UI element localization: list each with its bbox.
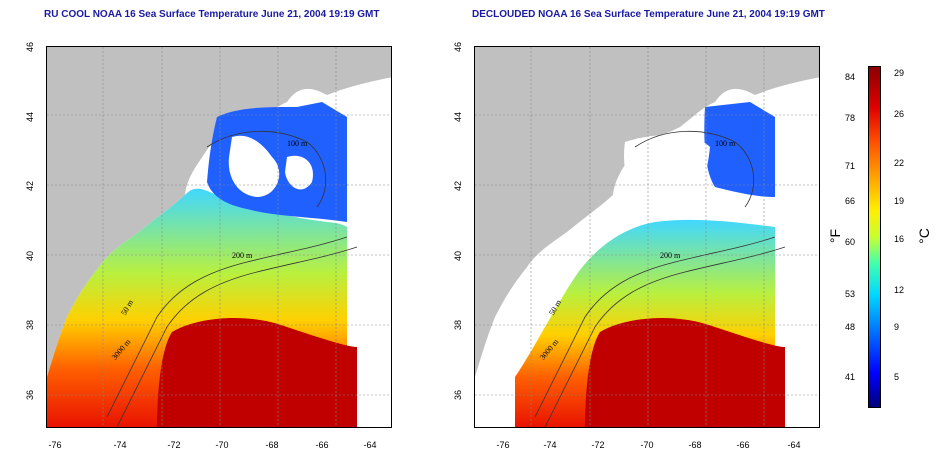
x-tick: -74 — [113, 440, 127, 450]
fahrenheit-tick: 41 — [845, 372, 856, 382]
y-tick: 42 — [453, 181, 463, 192]
fahrenheit-tick: 60 — [845, 237, 856, 247]
celsius-tick: 9 — [894, 322, 900, 332]
sst-cold-region — [704, 102, 775, 197]
x-tick: -70 — [215, 440, 229, 450]
celsius-tick: 16 — [894, 234, 905, 244]
celsius-tick: 22 — [894, 158, 905, 168]
x-tick: -64 — [787, 440, 801, 450]
x-tick: -68 — [265, 440, 279, 450]
celsius-tick: 26 — [894, 109, 905, 119]
x-tick: -66 — [736, 440, 750, 450]
y-tick: 40 — [453, 251, 463, 262]
y-tick: 46 — [25, 42, 35, 53]
right-sst-map: 100 m 200 m 50 m 3000 m — [474, 46, 820, 428]
fahrenheit-unit: °F — [827, 228, 844, 244]
left-sst-map: 100 m 200 m 50 m 3000 m — [46, 46, 392, 428]
celsius-tick: 19 — [894, 196, 905, 206]
x-tick: -66 — [315, 440, 329, 450]
y-tick: 36 — [453, 390, 463, 401]
celsius-tick: 12 — [894, 285, 905, 295]
y-tick: 44 — [453, 112, 463, 123]
x-tick: -76 — [496, 440, 510, 450]
celsius-tick: 29 — [894, 68, 905, 78]
contour-label-200: 200 m — [232, 251, 253, 260]
x-tick: -72 — [167, 440, 181, 450]
contour-label-200: 200 m — [660, 251, 681, 260]
x-tick: -72 — [591, 440, 605, 450]
gulf-stream — [157, 317, 357, 427]
fahrenheit-tick: 48 — [845, 322, 856, 332]
land-mass — [47, 47, 391, 377]
fahrenheit-tick: 53 — [845, 289, 856, 299]
right-map-title: DECLOUDED NOAA 16 Sea Surface Temperatur… — [472, 9, 825, 20]
gulf-stream — [585, 317, 785, 427]
contour-label-100: 100 m — [287, 139, 308, 148]
celsius-tick: 5 — [894, 372, 900, 382]
y-tick: 36 — [25, 390, 35, 401]
y-tick: 38 — [453, 320, 463, 331]
x-tick: -64 — [363, 440, 377, 450]
left-map-title: RU COOL NOAA 16 Sea Surface Temperature … — [44, 9, 380, 20]
x-tick: -74 — [543, 440, 557, 450]
land-mass — [475, 47, 819, 377]
x-tick: -76 — [48, 440, 62, 450]
y-tick: 44 — [25, 112, 35, 123]
fahrenheit-tick: 71 — [845, 161, 856, 171]
fahrenheit-tick: 84 — [845, 72, 856, 82]
temperature-colorbar — [868, 66, 881, 408]
fahrenheit-tick: 66 — [845, 196, 856, 206]
y-tick: 46 — [453, 42, 463, 53]
celsius-unit: °C — [915, 228, 932, 244]
fahrenheit-tick: 78 — [845, 113, 856, 123]
y-tick: 38 — [25, 320, 35, 331]
x-tick: -70 — [640, 440, 654, 450]
contour-label-100: 100 m — [715, 139, 736, 148]
y-tick: 40 — [25, 251, 35, 262]
sst-cold-region — [207, 102, 347, 222]
x-tick: -68 — [688, 440, 702, 450]
y-tick: 42 — [25, 181, 35, 192]
